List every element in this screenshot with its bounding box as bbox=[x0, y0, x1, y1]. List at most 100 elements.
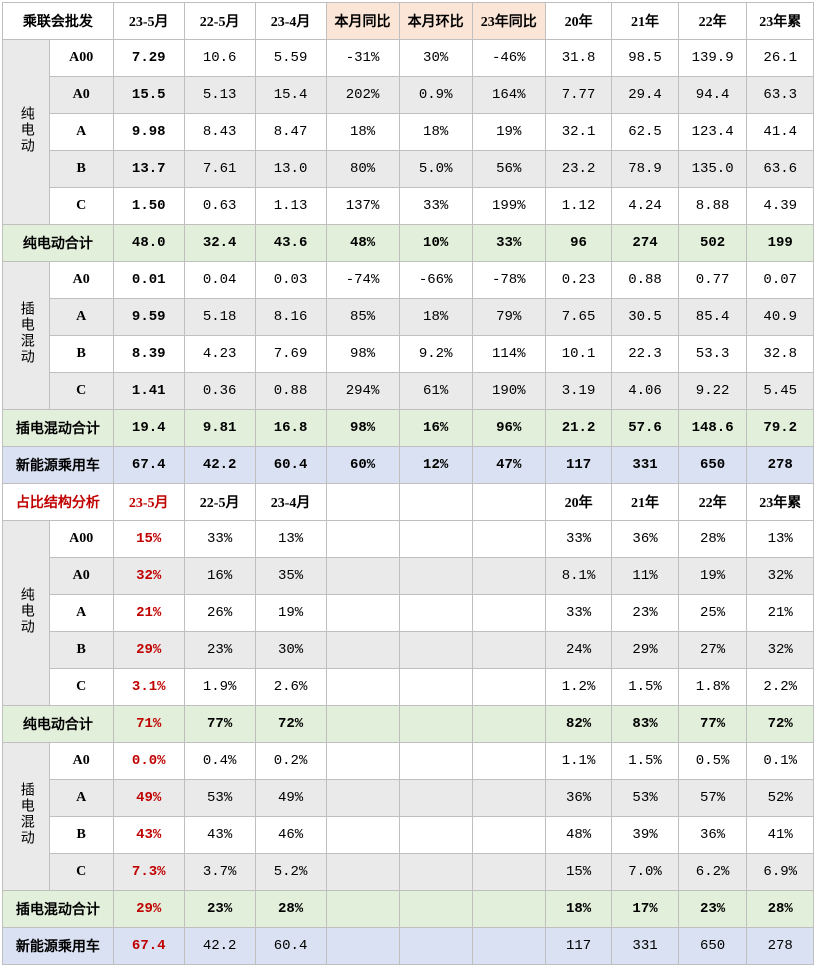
cell: 16% bbox=[184, 558, 255, 595]
cell: 40.9 bbox=[747, 299, 814, 336]
cell: 1.1% bbox=[545, 743, 611, 780]
cell: 8.88 bbox=[678, 188, 747, 225]
s-nev-total-row: 新能源乘用车 67.442.260.4 117331650278 bbox=[3, 928, 814, 965]
cell: 32.4 bbox=[184, 225, 255, 262]
seg-cell: A bbox=[49, 114, 113, 151]
cell: 27% bbox=[678, 632, 747, 669]
cell: 72% bbox=[747, 706, 814, 743]
cell bbox=[472, 817, 545, 854]
seg-cell: C bbox=[49, 188, 113, 225]
seg-cell: C bbox=[49, 669, 113, 706]
cell: 32.1 bbox=[545, 114, 611, 151]
cell bbox=[472, 558, 545, 595]
cell: 94.4 bbox=[678, 77, 747, 114]
cell: 72% bbox=[255, 706, 326, 743]
cell: 53.3 bbox=[678, 336, 747, 373]
cell: 96 bbox=[545, 225, 611, 262]
cell: 5.59 bbox=[255, 40, 326, 77]
cell: 48.0 bbox=[113, 225, 184, 262]
cell bbox=[472, 891, 545, 928]
cell: 1.50 bbox=[113, 188, 184, 225]
cell: 29.4 bbox=[612, 77, 678, 114]
cell bbox=[472, 854, 545, 891]
cell bbox=[399, 817, 472, 854]
cell bbox=[326, 817, 399, 854]
hdr2-21: 21年 bbox=[612, 484, 678, 521]
cell: 57.6 bbox=[612, 410, 678, 447]
phev-total-row: 插电混动合计 19.49.8116.8 98%16%96% 21.257.614… bbox=[3, 410, 814, 447]
cell: 1.9% bbox=[184, 669, 255, 706]
group-bev: 纯电动 bbox=[3, 40, 50, 225]
cell: 43% bbox=[184, 817, 255, 854]
cell: 18% bbox=[545, 891, 611, 928]
cell: 77% bbox=[678, 706, 747, 743]
cell: 18% bbox=[326, 114, 399, 151]
cell: 19% bbox=[472, 114, 545, 151]
cell: 5.0% bbox=[399, 151, 472, 188]
hdr-23-5: 23-5月 bbox=[113, 3, 184, 40]
cell: 4.06 bbox=[612, 373, 678, 410]
seg-cell: C bbox=[49, 373, 113, 410]
cell bbox=[472, 706, 545, 743]
cell: 15.4 bbox=[255, 77, 326, 114]
cell bbox=[326, 928, 399, 965]
cell: 98.5 bbox=[612, 40, 678, 77]
cell: 1.5% bbox=[612, 669, 678, 706]
cell: 24% bbox=[545, 632, 611, 669]
cell: 7.77 bbox=[545, 77, 611, 114]
cell: 148.6 bbox=[678, 410, 747, 447]
cell: 5.13 bbox=[184, 77, 255, 114]
cell: 16.8 bbox=[255, 410, 326, 447]
seg-cell: A00 bbox=[49, 40, 113, 77]
cell: 278 bbox=[747, 447, 814, 484]
cell: 98% bbox=[326, 410, 399, 447]
cell: 9.98 bbox=[113, 114, 184, 151]
cell: 7.0% bbox=[612, 854, 678, 891]
cell: -46% bbox=[472, 40, 545, 77]
cell: 23% bbox=[612, 595, 678, 632]
cell bbox=[326, 743, 399, 780]
group-phev: 插电混动 bbox=[3, 262, 50, 410]
cell bbox=[326, 558, 399, 595]
cell bbox=[326, 669, 399, 706]
table-row: B 8.39 4.237.69 98%9.2%114% 10.122.353.3… bbox=[3, 336, 814, 373]
cell: 9.2% bbox=[399, 336, 472, 373]
hdr-title: 乘联会批发 bbox=[3, 3, 114, 40]
cell: 7.69 bbox=[255, 336, 326, 373]
cell: 30% bbox=[255, 632, 326, 669]
cell: 117 bbox=[545, 928, 611, 965]
cell: 6.2% bbox=[678, 854, 747, 891]
table-row: 纯电动 A00 15% 33%13% 33%36%28%13% bbox=[3, 521, 814, 558]
cell: 0.9% bbox=[399, 77, 472, 114]
cell: 8.16 bbox=[255, 299, 326, 336]
cell: 67.4 bbox=[113, 447, 184, 484]
cell: 33% bbox=[472, 225, 545, 262]
cell: 7.61 bbox=[184, 151, 255, 188]
cell: 9.81 bbox=[184, 410, 255, 447]
cell: 7.29 bbox=[113, 40, 184, 77]
cell bbox=[326, 521, 399, 558]
cell: 22.3 bbox=[612, 336, 678, 373]
cell bbox=[472, 928, 545, 965]
cell: 1.8% bbox=[678, 669, 747, 706]
cell: 32% bbox=[747, 558, 814, 595]
cell bbox=[472, 669, 545, 706]
cell: 8.43 bbox=[184, 114, 255, 151]
seg-cell: A0 bbox=[49, 262, 113, 299]
cell: 8.1% bbox=[545, 558, 611, 595]
cell: 33% bbox=[545, 521, 611, 558]
cell: 71% bbox=[113, 706, 184, 743]
cell: 199% bbox=[472, 188, 545, 225]
cell: 9.59 bbox=[113, 299, 184, 336]
cell: 18% bbox=[399, 114, 472, 151]
bev-total-row: 纯电动合计 48.032.443.6 48%10%33% 96274502199 bbox=[3, 225, 814, 262]
nev-total-label: 新能源乘用车 bbox=[3, 447, 114, 484]
cell: 29% bbox=[113, 891, 184, 928]
cell: 32% bbox=[113, 558, 184, 595]
cell: 13.7 bbox=[113, 151, 184, 188]
cell: 30.5 bbox=[612, 299, 678, 336]
hdr2-22: 22年 bbox=[678, 484, 747, 521]
cell: 48% bbox=[545, 817, 611, 854]
cell: 0.5% bbox=[678, 743, 747, 780]
cell: 46% bbox=[255, 817, 326, 854]
